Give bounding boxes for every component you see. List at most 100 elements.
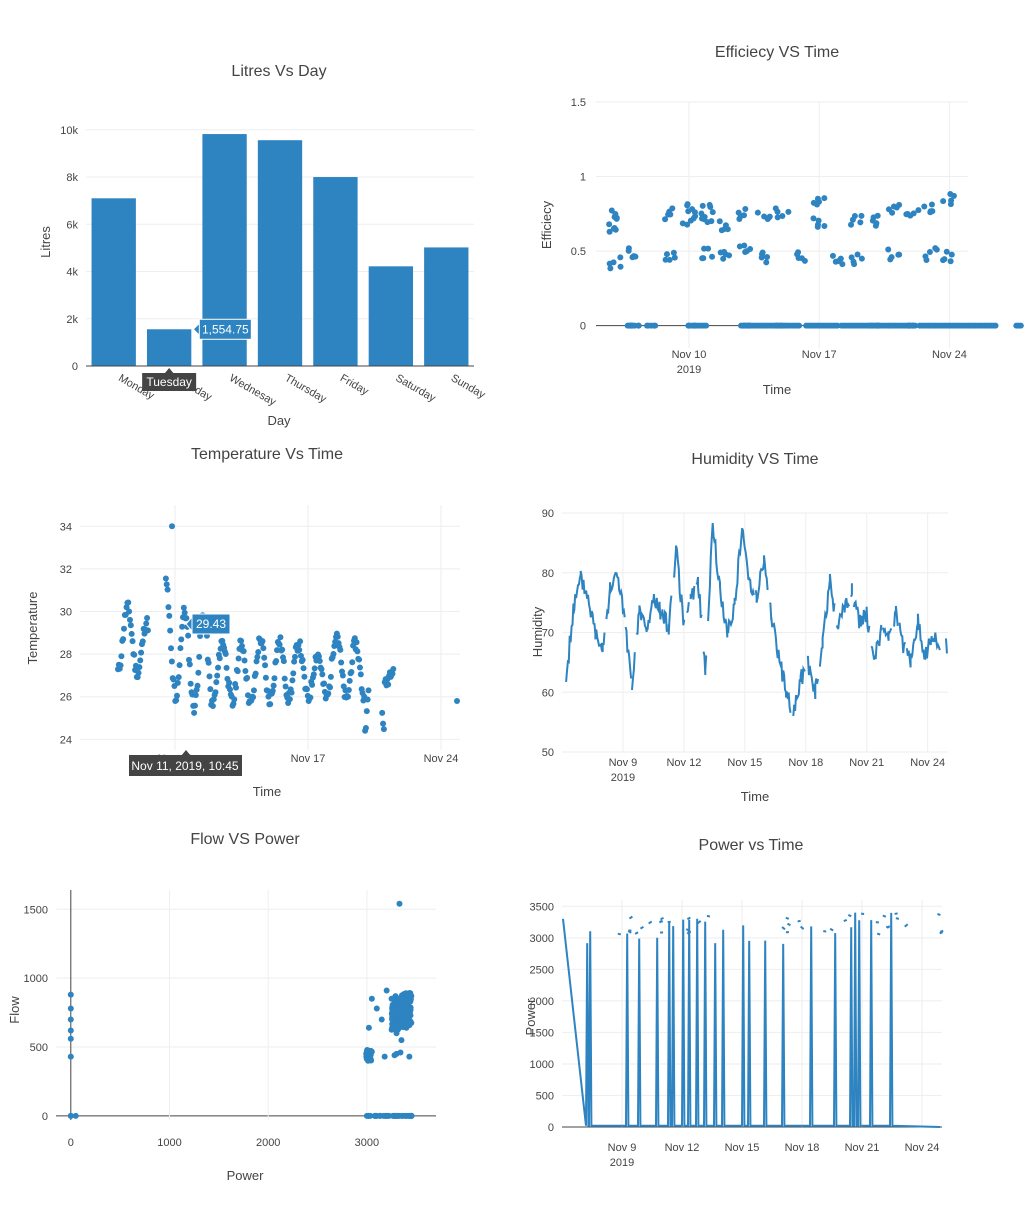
data-point (366, 1054, 373, 1061)
data-point (344, 693, 351, 700)
data-point (244, 674, 251, 681)
data-point (290, 670, 297, 677)
data-point (238, 637, 245, 644)
data-point (319, 671, 326, 678)
data-point (67, 1016, 74, 1023)
data-point (814, 195, 821, 202)
data-point (408, 1112, 415, 1119)
data-point (196, 653, 203, 660)
hover-category-tooltip (142, 373, 197, 391)
data-point (307, 694, 314, 701)
data-point (338, 659, 345, 666)
data-point (992, 322, 999, 329)
y-tick-label: 0 (42, 1111, 48, 1123)
y-tick-label: 1 (580, 172, 586, 184)
series-segment (706, 914, 711, 918)
series-line (562, 912, 941, 1128)
data-point (183, 615, 190, 622)
data-point (684, 221, 691, 228)
series-segment (685, 928, 690, 932)
data-point (216, 655, 223, 662)
series-segment (639, 925, 644, 930)
data-point (67, 1053, 74, 1060)
data-point (720, 255, 727, 262)
x-tick-label: Nov 17 (291, 753, 326, 765)
data-point (810, 215, 817, 222)
x-tick-label: Sunday (449, 372, 488, 401)
data-point (353, 639, 360, 646)
hover-value-tooltip-box (198, 318, 252, 340)
power-time-chart: Power vs Time 0 500 1000 1500 2000 2500 3000 350… (516, 820, 1032, 1220)
data-point (612, 226, 619, 233)
data-point (722, 222, 729, 229)
data-point (781, 322, 788, 329)
data-point (177, 645, 184, 652)
data-point (315, 653, 322, 660)
data-point (378, 1016, 385, 1023)
flow-power-chart: Flow VS Power 0 500 1000 1500 0 1000 2000 3000 Fl… (0, 820, 516, 1220)
data-point (213, 679, 220, 686)
data-point (873, 322, 880, 329)
data-point (135, 669, 142, 676)
data-point (389, 1112, 396, 1119)
data-point (821, 195, 828, 202)
y-tick-label: 1000 (530, 1059, 554, 1071)
data-point (373, 1005, 380, 1012)
series-segment (847, 914, 852, 918)
x-tick-label: Nov 10 2019 (672, 349, 707, 376)
x-tick-label: 0 (68, 1137, 74, 1149)
data-point (921, 203, 928, 210)
data-point (234, 668, 241, 675)
data-point (260, 645, 267, 652)
data-point (167, 627, 174, 634)
data-point (357, 671, 364, 678)
data-point (120, 625, 127, 632)
data-point (299, 656, 306, 663)
data-point (887, 256, 894, 263)
data-point (851, 261, 858, 268)
data-point (300, 665, 307, 672)
data-point (325, 690, 332, 697)
data-point (389, 1004, 396, 1011)
data-point (687, 217, 694, 224)
y-tick-label: 70 (542, 628, 554, 640)
data-point (291, 658, 298, 665)
data-point (349, 659, 356, 666)
data-point (192, 692, 199, 699)
data-point (321, 680, 328, 687)
data-point (165, 604, 172, 611)
x-tick-label: Thursday (283, 372, 329, 406)
bar (146, 329, 192, 366)
data-point (941, 256, 948, 263)
data-point (168, 645, 175, 652)
data-point (726, 252, 733, 259)
data-point (606, 228, 613, 235)
data-point (164, 586, 171, 593)
data-point (176, 662, 183, 669)
data-point (362, 724, 369, 731)
data-point (763, 259, 770, 266)
y-tick-label: 3500 (530, 901, 554, 913)
data-point (242, 668, 249, 675)
y-tick-label: 500 (30, 1042, 48, 1054)
series-segment (894, 912, 898, 915)
data-point (181, 609, 188, 616)
data-point (932, 245, 939, 252)
data-point (356, 656, 363, 663)
hover-value-tooltip-box (191, 613, 231, 635)
data-point (814, 223, 821, 230)
data-point (872, 222, 879, 229)
data-point (262, 662, 269, 669)
x-tick-label: Nov 9 2019 (609, 757, 638, 784)
data-point (310, 671, 317, 678)
data-point (127, 622, 134, 629)
data-point (943, 248, 950, 255)
data-point (318, 666, 325, 673)
data-point (774, 214, 781, 221)
y-tick-label: 30 (60, 607, 72, 619)
chart-title: Temperature Vs Time (191, 446, 343, 463)
series-segment (648, 920, 653, 925)
series-segment (634, 931, 639, 935)
data-point (269, 687, 276, 694)
data-point (276, 641, 283, 648)
